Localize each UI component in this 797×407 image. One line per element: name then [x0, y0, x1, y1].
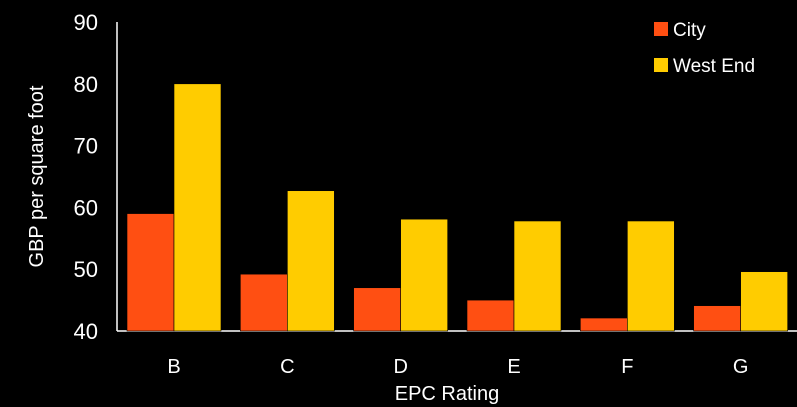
bar-city-b: [126, 213, 175, 332]
y-axis-title: GBP per square foot: [26, 85, 48, 267]
bar-city-e: [466, 299, 515, 332]
legend-swatch: [654, 58, 668, 72]
bar-city-f: [580, 317, 628, 332]
x-axis-title: EPC Rating: [395, 383, 500, 405]
legend-label: City: [673, 20, 706, 41]
bar-west-end-g: [740, 271, 788, 332]
legend-label: West End: [673, 56, 755, 77]
bar-city-d: [353, 287, 401, 332]
x-axis-categories: B C D E F G: [167, 356, 748, 378]
bar-west-end-d: [400, 218, 448, 332]
x-tick-label: F: [621, 356, 633, 378]
x-tick-label: E: [507, 356, 520, 378]
legend: City West End: [654, 20, 755, 77]
bar-city-c: [240, 273, 288, 332]
bar-west-end-b: [173, 83, 222, 332]
y-axis-ticks: 40 50 60 70 80 90: [74, 10, 98, 344]
x-tick-label: B: [167, 356, 180, 378]
y-tick-label: 90: [74, 10, 98, 35]
y-tick-label: 70: [74, 134, 98, 159]
bars: [126, 83, 788, 332]
bar-city-g: [693, 305, 741, 332]
bar-west-end-e: [513, 220, 562, 332]
bar-west-end-f: [627, 220, 675, 332]
y-tick-label: 80: [74, 72, 98, 97]
x-tick-label: G: [733, 356, 749, 378]
y-tick-label: 60: [74, 195, 98, 220]
bar-west-end-c: [287, 190, 335, 332]
x-tick-label: C: [280, 356, 294, 378]
x-tick-label: D: [393, 356, 407, 378]
legend-swatch: [654, 22, 668, 36]
y-tick-label: 40: [74, 319, 98, 344]
y-tick-label: 50: [74, 257, 98, 282]
